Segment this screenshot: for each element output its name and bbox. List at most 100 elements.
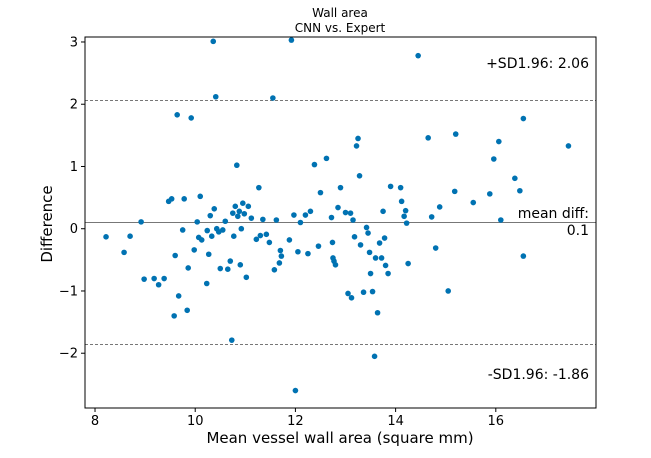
data-point xyxy=(240,200,246,206)
data-point xyxy=(174,112,180,118)
data-point xyxy=(398,198,405,205)
x-tick-label: 8 xyxy=(91,414,99,429)
data-point xyxy=(179,227,186,233)
data-point xyxy=(332,262,339,268)
data-point xyxy=(217,265,224,272)
data-point xyxy=(347,210,354,216)
data-point xyxy=(103,234,109,240)
data-point xyxy=(348,295,355,301)
data-point xyxy=(248,215,255,221)
data-point xyxy=(520,115,527,122)
mean-diff-annotation-label: mean diff: xyxy=(518,206,589,222)
data-point xyxy=(207,212,214,219)
y-tick-label: −1 xyxy=(59,284,78,299)
data-point xyxy=(260,216,266,223)
data-point xyxy=(291,212,297,218)
data-point xyxy=(127,233,133,239)
data-point xyxy=(387,183,394,190)
data-point xyxy=(432,245,439,251)
data-point xyxy=(496,138,502,145)
data-point xyxy=(238,225,245,232)
data-point xyxy=(311,161,318,168)
data-point xyxy=(452,131,459,137)
plot-frame xyxy=(84,36,597,409)
data-point xyxy=(335,204,341,211)
data-point xyxy=(491,156,497,162)
data-point xyxy=(385,270,391,277)
data-point xyxy=(376,240,383,246)
data-point xyxy=(365,230,371,236)
data-point xyxy=(171,313,177,319)
data-point xyxy=(356,173,363,179)
data-point xyxy=(517,187,523,194)
data-point xyxy=(241,210,248,217)
data-point xyxy=(236,208,243,215)
data-point xyxy=(350,217,356,223)
data-point xyxy=(210,38,217,45)
data-point xyxy=(486,191,493,197)
data-point xyxy=(205,251,212,258)
x-axis-label: Mean vessel wall area (square mm) xyxy=(206,429,473,447)
data-point xyxy=(121,249,127,256)
data-point xyxy=(237,262,244,268)
data-point xyxy=(245,203,252,210)
data-point xyxy=(307,208,314,215)
data-point xyxy=(329,239,336,246)
data-point xyxy=(188,115,195,121)
data-point xyxy=(243,274,250,281)
data-point xyxy=(263,231,270,238)
data-point xyxy=(184,307,190,314)
data-point xyxy=(288,37,295,43)
data-point xyxy=(302,212,309,218)
data-point xyxy=(363,224,370,231)
data-point xyxy=(222,218,229,225)
data-point xyxy=(172,252,178,259)
y-axis: −2 −1 0 1 2 3 xyxy=(59,35,85,362)
data-point xyxy=(351,234,358,240)
data-point xyxy=(204,227,211,234)
data-point xyxy=(181,196,187,202)
data-point xyxy=(565,143,572,149)
y-tick-label: 2 xyxy=(70,98,78,113)
data-point xyxy=(445,288,452,294)
data-point xyxy=(286,237,293,243)
data-point xyxy=(277,247,284,254)
data-point xyxy=(168,196,175,202)
x-axis: 8 10 12 14 16 xyxy=(91,408,504,429)
data-point xyxy=(401,213,407,220)
data-point xyxy=(228,337,235,343)
data-point xyxy=(315,243,322,249)
data-point xyxy=(366,249,373,256)
data-point xyxy=(271,267,278,273)
data-point xyxy=(342,209,349,216)
data-point xyxy=(224,266,231,272)
mean-diff-annotation-value: 0.1 xyxy=(567,223,589,239)
data-point xyxy=(436,204,443,210)
data-point xyxy=(234,162,240,169)
lower-limit-annotation: -SD1.96: -1.86 xyxy=(488,367,589,383)
x-tick-label: 10 xyxy=(187,414,204,429)
data-point xyxy=(374,309,381,316)
data-point xyxy=(360,289,367,296)
chart-subtitle: CNN vs. Expert xyxy=(295,21,386,35)
data-point xyxy=(212,93,219,100)
data-point xyxy=(270,95,276,101)
data-point xyxy=(353,143,360,149)
data-point xyxy=(425,135,431,141)
data-point xyxy=(211,206,218,212)
data-point xyxy=(185,265,191,271)
data-point xyxy=(197,193,204,200)
data-point xyxy=(317,189,324,196)
data-point xyxy=(378,255,385,261)
data-point xyxy=(256,184,262,191)
data-point xyxy=(161,275,167,282)
data-point xyxy=(451,188,458,195)
data-point xyxy=(235,213,241,220)
data-point xyxy=(403,220,410,226)
data-point xyxy=(276,260,283,266)
data-point xyxy=(208,233,215,239)
data-point xyxy=(382,262,389,269)
x-tick-label: 12 xyxy=(287,414,304,429)
data-point xyxy=(295,248,301,255)
